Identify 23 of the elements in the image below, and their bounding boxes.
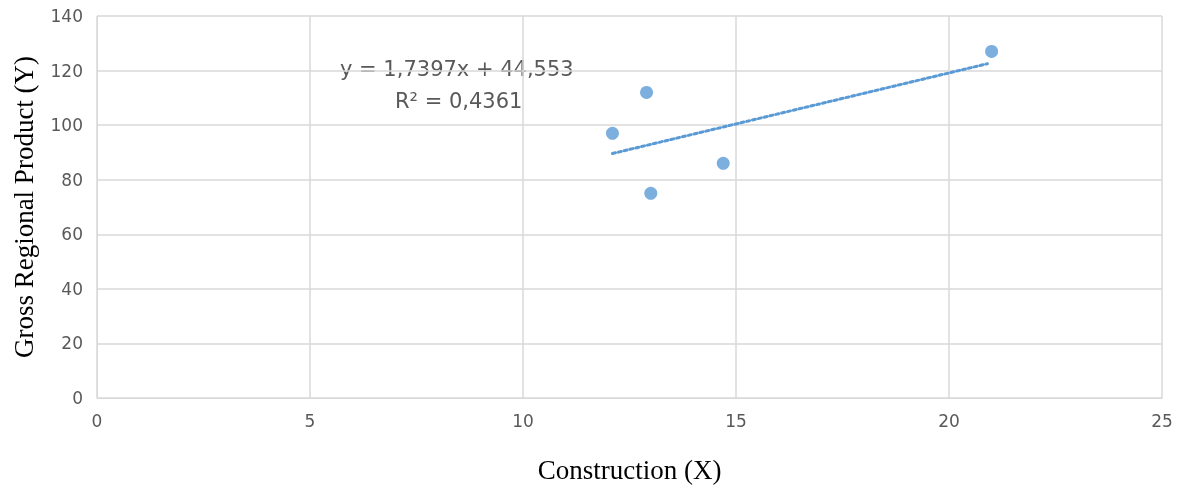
x-tick-label: 5 xyxy=(304,410,316,431)
point xyxy=(716,156,730,170)
x-tick-label: 15 xyxy=(725,410,747,431)
y-axis-title: Gross Regional Product (Y) xyxy=(8,55,39,359)
y-tick-label: 80 xyxy=(61,169,83,190)
x-axis-title: Construction (X) xyxy=(537,454,722,485)
x-tick-label: 10 xyxy=(512,410,534,431)
y-tick-label: 140 xyxy=(50,6,83,26)
y-tick-label: 120 xyxy=(50,60,83,81)
point xyxy=(605,126,619,140)
y-tick-label: 20 xyxy=(61,333,83,354)
x-tick-label: 20 xyxy=(938,410,960,431)
point xyxy=(644,186,658,200)
x-tick-label: 25 xyxy=(1151,410,1173,431)
x-tick-label: 0 xyxy=(91,410,103,431)
annotation: y = 1,7397x + 44,553 xyxy=(340,56,574,81)
y-tick-label: 100 xyxy=(50,115,83,136)
y-tick-label: 0 xyxy=(72,388,83,408)
y-tick-label: 40 xyxy=(61,278,83,299)
point xyxy=(640,85,654,99)
y-tick-label: 60 xyxy=(61,224,83,245)
annotation: R² = 0,4361 xyxy=(395,88,523,113)
point xyxy=(985,44,999,58)
